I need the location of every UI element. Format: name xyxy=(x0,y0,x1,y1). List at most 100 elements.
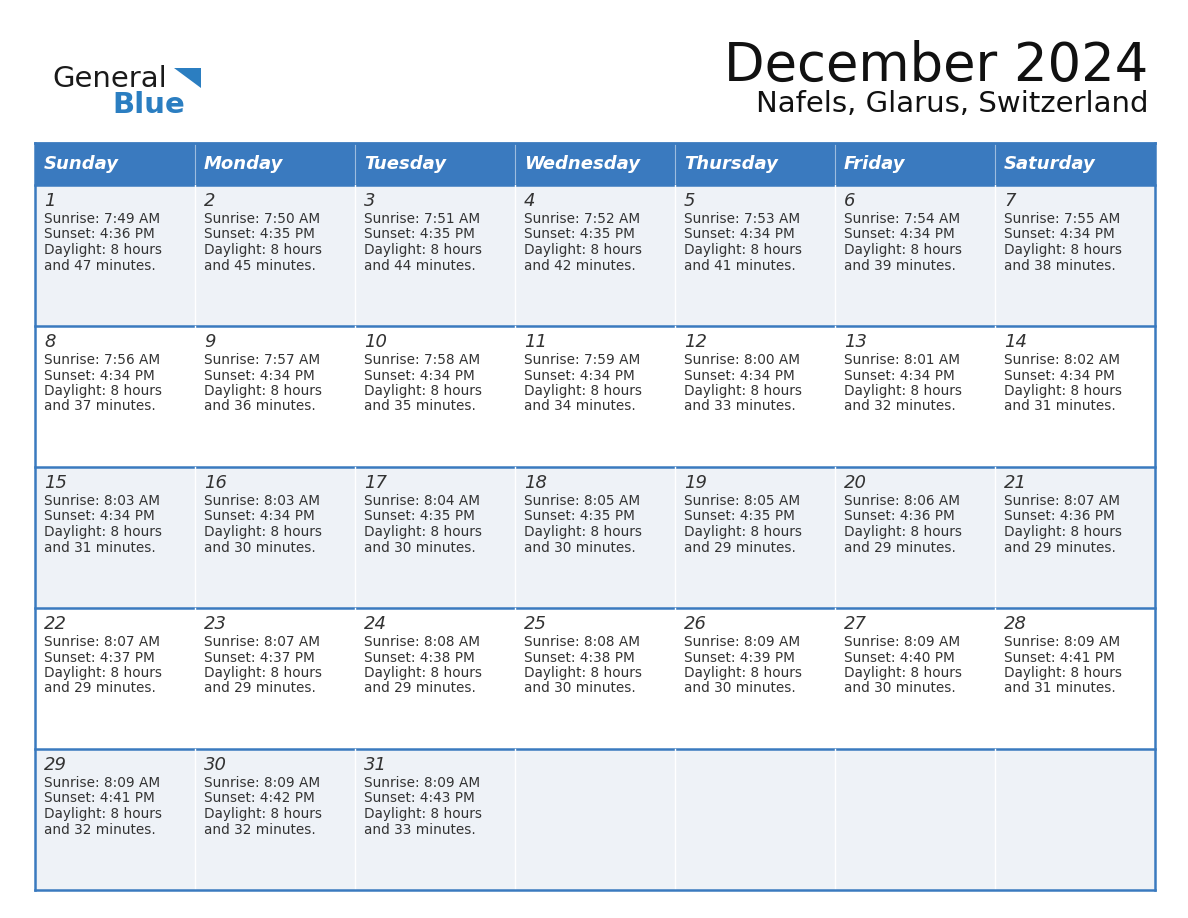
Text: and 29 minutes.: and 29 minutes. xyxy=(843,541,956,554)
Text: 15: 15 xyxy=(44,474,67,492)
Text: Sunrise: 8:01 AM: Sunrise: 8:01 AM xyxy=(843,353,960,367)
Text: and 31 minutes.: and 31 minutes. xyxy=(1004,399,1116,413)
Text: Daylight: 8 hours: Daylight: 8 hours xyxy=(364,807,482,821)
Text: Daylight: 8 hours: Daylight: 8 hours xyxy=(1004,243,1121,257)
Text: Daylight: 8 hours: Daylight: 8 hours xyxy=(204,525,322,539)
Text: General: General xyxy=(52,65,166,93)
Text: Sunset: 4:34 PM: Sunset: 4:34 PM xyxy=(843,368,955,383)
Text: and 30 minutes.: and 30 minutes. xyxy=(204,541,316,554)
Text: Sunrise: 8:05 AM: Sunrise: 8:05 AM xyxy=(684,494,801,508)
Text: and 30 minutes.: and 30 minutes. xyxy=(524,681,636,696)
Bar xyxy=(34,467,1155,608)
Text: 21: 21 xyxy=(1004,474,1026,492)
Text: 10: 10 xyxy=(364,333,387,351)
Bar xyxy=(516,143,675,185)
Text: Sunset: 4:34 PM: Sunset: 4:34 PM xyxy=(524,368,634,383)
Text: 17: 17 xyxy=(364,474,387,492)
Text: Sunrise: 8:05 AM: Sunrise: 8:05 AM xyxy=(524,494,640,508)
Text: Nafels, Glarus, Switzerland: Nafels, Glarus, Switzerland xyxy=(756,90,1148,118)
Text: Sunrise: 8:02 AM: Sunrise: 8:02 AM xyxy=(1004,353,1120,367)
Text: 16: 16 xyxy=(204,474,227,492)
Text: 9: 9 xyxy=(204,333,215,351)
Text: Daylight: 8 hours: Daylight: 8 hours xyxy=(44,384,162,398)
Text: Sunset: 4:35 PM: Sunset: 4:35 PM xyxy=(684,509,795,523)
Text: 2: 2 xyxy=(204,192,215,210)
Text: and 30 minutes.: and 30 minutes. xyxy=(684,681,796,696)
Text: Sunrise: 8:07 AM: Sunrise: 8:07 AM xyxy=(204,635,320,649)
Text: and 29 minutes.: and 29 minutes. xyxy=(364,681,476,696)
Text: Sunset: 4:36 PM: Sunset: 4:36 PM xyxy=(44,228,154,241)
Text: 25: 25 xyxy=(524,615,546,633)
Text: Sunrise: 7:49 AM: Sunrise: 7:49 AM xyxy=(44,212,160,226)
Text: and 29 minutes.: and 29 minutes. xyxy=(204,681,316,696)
Text: Sunset: 4:38 PM: Sunset: 4:38 PM xyxy=(364,651,475,665)
Text: Sunset: 4:37 PM: Sunset: 4:37 PM xyxy=(44,651,154,665)
Text: Daylight: 8 hours: Daylight: 8 hours xyxy=(843,525,962,539)
Text: Daylight: 8 hours: Daylight: 8 hours xyxy=(44,666,162,680)
Text: Sunset: 4:37 PM: Sunset: 4:37 PM xyxy=(204,651,315,665)
Text: Daylight: 8 hours: Daylight: 8 hours xyxy=(204,807,322,821)
Text: Monday: Monday xyxy=(204,155,284,173)
Text: Sunrise: 8:06 AM: Sunrise: 8:06 AM xyxy=(843,494,960,508)
Text: Saturday: Saturday xyxy=(1004,155,1095,173)
Text: and 30 minutes.: and 30 minutes. xyxy=(843,681,956,696)
Text: and 37 minutes.: and 37 minutes. xyxy=(44,399,156,413)
Text: Sunrise: 8:07 AM: Sunrise: 8:07 AM xyxy=(1004,494,1120,508)
Text: Sunset: 4:36 PM: Sunset: 4:36 PM xyxy=(1004,509,1114,523)
Text: Daylight: 8 hours: Daylight: 8 hours xyxy=(364,243,482,257)
Text: and 30 minutes.: and 30 minutes. xyxy=(524,541,636,554)
Text: Daylight: 8 hours: Daylight: 8 hours xyxy=(524,243,642,257)
Text: and 34 minutes.: and 34 minutes. xyxy=(524,399,636,413)
Text: Daylight: 8 hours: Daylight: 8 hours xyxy=(44,807,162,821)
Text: Daylight: 8 hours: Daylight: 8 hours xyxy=(524,525,642,539)
Text: Sunrise: 8:09 AM: Sunrise: 8:09 AM xyxy=(44,776,160,790)
Text: and 36 minutes.: and 36 minutes. xyxy=(204,399,316,413)
Text: and 30 minutes.: and 30 minutes. xyxy=(364,541,475,554)
Text: 4: 4 xyxy=(524,192,536,210)
Text: Sunset: 4:34 PM: Sunset: 4:34 PM xyxy=(204,368,315,383)
Text: Daylight: 8 hours: Daylight: 8 hours xyxy=(524,666,642,680)
Text: Sunrise: 7:55 AM: Sunrise: 7:55 AM xyxy=(1004,212,1120,226)
Text: Daylight: 8 hours: Daylight: 8 hours xyxy=(843,384,962,398)
Text: Sunset: 4:35 PM: Sunset: 4:35 PM xyxy=(364,228,475,241)
Text: and 29 minutes.: and 29 minutes. xyxy=(1004,541,1116,554)
Text: Sunset: 4:34 PM: Sunset: 4:34 PM xyxy=(684,228,795,241)
Text: Friday: Friday xyxy=(843,155,905,173)
Text: Daylight: 8 hours: Daylight: 8 hours xyxy=(44,243,162,257)
Text: 3: 3 xyxy=(364,192,375,210)
Text: Sunset: 4:36 PM: Sunset: 4:36 PM xyxy=(843,509,955,523)
Text: Sunset: 4:34 PM: Sunset: 4:34 PM xyxy=(1004,368,1114,383)
Text: and 31 minutes.: and 31 minutes. xyxy=(1004,681,1116,696)
Text: Sunrise: 7:56 AM: Sunrise: 7:56 AM xyxy=(44,353,160,367)
Text: 24: 24 xyxy=(364,615,387,633)
Text: 20: 20 xyxy=(843,474,867,492)
Text: 18: 18 xyxy=(524,474,546,492)
Text: Sunrise: 8:09 AM: Sunrise: 8:09 AM xyxy=(843,635,960,649)
Text: Daylight: 8 hours: Daylight: 8 hours xyxy=(44,525,162,539)
Bar xyxy=(34,608,1155,749)
Text: Sunrise: 7:50 AM: Sunrise: 7:50 AM xyxy=(204,212,320,226)
Text: Sunset: 4:42 PM: Sunset: 4:42 PM xyxy=(204,791,315,805)
Bar xyxy=(34,749,1155,890)
Text: Sunset: 4:34 PM: Sunset: 4:34 PM xyxy=(843,228,955,241)
Text: and 32 minutes.: and 32 minutes. xyxy=(204,823,316,836)
Text: and 47 minutes.: and 47 minutes. xyxy=(44,259,156,273)
Text: Sunset: 4:34 PM: Sunset: 4:34 PM xyxy=(44,509,154,523)
Text: Sunset: 4:34 PM: Sunset: 4:34 PM xyxy=(364,368,475,383)
Text: and 44 minutes.: and 44 minutes. xyxy=(364,259,475,273)
Text: Daylight: 8 hours: Daylight: 8 hours xyxy=(1004,384,1121,398)
Text: 29: 29 xyxy=(44,756,67,774)
Text: Sunset: 4:41 PM: Sunset: 4:41 PM xyxy=(1004,651,1114,665)
Text: Daylight: 8 hours: Daylight: 8 hours xyxy=(843,243,962,257)
Text: and 33 minutes.: and 33 minutes. xyxy=(364,823,475,836)
Bar xyxy=(34,326,1155,467)
Text: Wednesday: Wednesday xyxy=(524,155,640,173)
Text: Daylight: 8 hours: Daylight: 8 hours xyxy=(364,384,482,398)
Text: Sunrise: 8:04 AM: Sunrise: 8:04 AM xyxy=(364,494,480,508)
Text: Sunrise: 8:09 AM: Sunrise: 8:09 AM xyxy=(1004,635,1120,649)
Text: and 32 minutes.: and 32 minutes. xyxy=(44,823,156,836)
Text: Daylight: 8 hours: Daylight: 8 hours xyxy=(204,666,322,680)
Text: and 31 minutes.: and 31 minutes. xyxy=(44,541,156,554)
Text: and 35 minutes.: and 35 minutes. xyxy=(364,399,476,413)
Text: Sunrise: 8:08 AM: Sunrise: 8:08 AM xyxy=(524,635,640,649)
